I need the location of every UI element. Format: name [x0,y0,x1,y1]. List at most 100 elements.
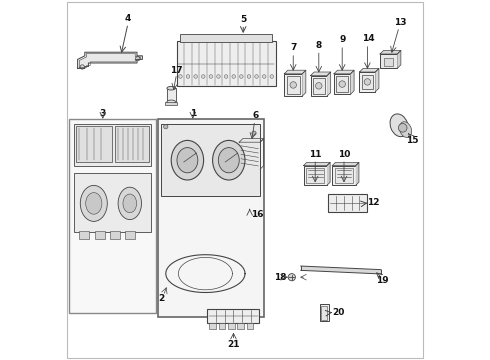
Bar [79,231,90,239]
Text: 17: 17 [171,66,183,75]
Bar [360,72,375,92]
Ellipse shape [219,148,239,173]
Bar [74,124,151,166]
Bar [321,306,327,320]
Circle shape [201,75,205,78]
Circle shape [262,75,266,78]
Text: 21: 21 [227,341,240,349]
Bar [247,323,253,329]
Bar [158,119,264,317]
Bar [337,76,348,92]
Polygon shape [303,162,330,166]
Polygon shape [301,266,381,274]
Polygon shape [77,52,143,68]
Circle shape [194,75,197,78]
Text: 5: 5 [240,14,246,23]
Polygon shape [350,70,354,94]
Bar [380,54,397,68]
Circle shape [217,75,221,78]
Text: 7: 7 [290,43,296,52]
Bar [167,88,175,102]
Bar [362,75,373,89]
Bar [287,76,300,94]
Circle shape [252,131,256,135]
Bar [313,78,324,94]
Circle shape [232,75,236,78]
Text: 15: 15 [406,136,418,145]
Ellipse shape [86,193,102,214]
Polygon shape [375,68,379,92]
Text: 3: 3 [99,109,106,118]
Ellipse shape [118,187,142,220]
Polygon shape [327,72,331,96]
Bar [95,231,104,239]
Circle shape [255,75,258,78]
Bar [180,34,272,42]
Ellipse shape [123,194,137,213]
Bar [332,166,356,185]
Text: 8: 8 [316,40,322,49]
Ellipse shape [390,114,408,137]
Polygon shape [380,50,401,54]
Bar [116,126,148,162]
Polygon shape [327,162,330,185]
Polygon shape [284,70,306,74]
Circle shape [164,125,168,129]
Circle shape [80,65,84,69]
Ellipse shape [80,185,107,221]
Bar [162,124,260,196]
Bar [384,58,392,66]
Ellipse shape [171,140,204,180]
Polygon shape [260,139,264,169]
Ellipse shape [213,140,245,180]
Circle shape [398,123,407,132]
Bar [335,168,353,183]
Bar [76,126,112,162]
Text: 18: 18 [274,273,287,282]
Text: 10: 10 [338,150,350,159]
Bar [245,192,254,207]
Ellipse shape [177,148,198,173]
Circle shape [364,78,370,85]
Circle shape [288,274,295,281]
Circle shape [136,57,140,61]
Circle shape [316,83,322,89]
Text: 11: 11 [309,150,321,159]
Bar [239,142,260,169]
Text: 9: 9 [339,35,345,44]
Bar [319,304,329,321]
Bar [334,74,350,94]
Polygon shape [239,139,264,142]
Circle shape [186,75,190,78]
Polygon shape [360,68,379,72]
Polygon shape [356,162,359,185]
Bar [110,231,120,239]
Text: 19: 19 [376,276,389,285]
Text: 13: 13 [394,18,407,27]
Bar [328,194,368,212]
Text: 1: 1 [190,109,196,118]
Ellipse shape [399,122,412,138]
Bar [306,168,324,183]
Bar [284,74,302,96]
Bar [238,323,244,329]
Bar [311,76,327,96]
Polygon shape [397,50,401,68]
Text: 14: 14 [362,34,375,43]
Circle shape [240,75,243,78]
Polygon shape [334,70,354,74]
Text: 2: 2 [158,294,165,303]
Text: 12: 12 [367,198,379,207]
Bar [166,102,177,105]
Circle shape [290,82,296,88]
Bar [125,231,135,239]
Bar [69,119,156,313]
Bar [207,309,259,323]
Bar [228,323,235,329]
Bar [74,173,151,232]
Bar [219,323,225,329]
Circle shape [339,81,345,87]
Circle shape [270,75,273,78]
Circle shape [179,75,182,78]
Bar [209,323,216,329]
